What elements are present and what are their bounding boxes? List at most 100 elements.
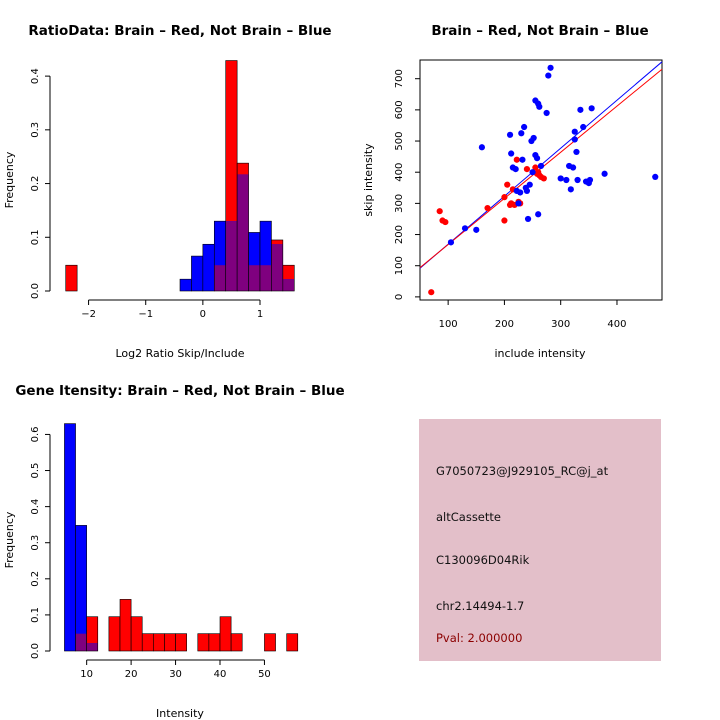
- ratio-hist-bar-brain: [282, 265, 295, 291]
- scatter-points: [428, 64, 659, 296]
- intensity-hist-bar-notbrain: [64, 423, 76, 651]
- scatter-y-tick-label: 0: [394, 294, 405, 300]
- scatter-point-notbrain: [461, 225, 469, 232]
- scatter-title: Brain – Red, Not Brain – Blue: [431, 23, 648, 39]
- scatter-point-notbrain: [519, 156, 526, 163]
- gene-info-panel: G7050723@J929105_RC@j_at altCassette C13…: [419, 419, 661, 661]
- event-type: altCassette: [436, 510, 501, 524]
- scatter-point-notbrain: [571, 128, 578, 135]
- intensity-hist-bar-overlap: [75, 633, 87, 651]
- intensity-hist-bar-brain: [208, 633, 220, 651]
- probe-id: G7050723@J929105_RC@j_at: [436, 464, 609, 478]
- intensity-hist-bar-brain: [153, 633, 165, 651]
- chromosome-location: chr2.14494-1.7: [436, 599, 525, 613]
- scatter-x-tick-label: 200: [495, 319, 514, 330]
- scatter-point-notbrain: [526, 181, 533, 188]
- intensity-hist-y-tick-label: 0.0: [30, 643, 41, 659]
- ratio-hist-y-tick-label: 0.2: [30, 176, 41, 192]
- scatter-point-brain: [504, 181, 511, 188]
- intensity-hist-bar-notbrain: [75, 525, 87, 651]
- ratio-hist-bar-overlap: [271, 244, 283, 291]
- intensity-hist-x-tick-label: 30: [169, 669, 182, 680]
- ratio-histogram-ylabel: Frequency: [3, 151, 16, 208]
- intensity-histogram-xlabel: Intensity: [156, 707, 204, 720]
- p-value: Pval: 2.000000: [436, 631, 523, 645]
- scatter-point-notbrain: [530, 134, 537, 142]
- ratio-hist-bar-notbrain: [191, 256, 203, 291]
- scatter-point-notbrain: [545, 72, 552, 79]
- intensity-histogram-title: Gene Itensity: Brain – Red, Not Brain – …: [15, 383, 344, 399]
- ratio-histogram-bars: [65, 60, 295, 292]
- ratio-histogram-panel: RatioData: Brain – Red, Not Brain – Blue…: [3, 23, 332, 360]
- scatter-point-notbrain: [515, 200, 522, 207]
- ratio-hist-x-tick-label: 0: [200, 309, 206, 320]
- scatter-point-notbrain: [577, 106, 584, 113]
- ratio-hist-x-tick-label: −2: [81, 309, 96, 320]
- intensity-histogram-bars: [64, 423, 299, 652]
- scatter-point-notbrain: [573, 148, 580, 156]
- ratio-hist-bar-overlap: [214, 265, 226, 291]
- scatter-point-notbrain: [536, 103, 543, 110]
- intensity-hist-bar-outline: [175, 633, 187, 652]
- intensity-hist-bar-brain: [197, 633, 209, 651]
- ratio-hist-bar-outline: [65, 264, 78, 292]
- ratio-histogram-xlabel: Log2 Ratio Skip/Include: [115, 347, 244, 360]
- ratio-hist-bar-overlap: [260, 265, 272, 291]
- intensity-hist-x-tick-label: 40: [214, 669, 227, 680]
- intensity-hist-x-tick-label: 10: [80, 669, 93, 680]
- scatter-point-brain: [501, 194, 508, 201]
- scatter-point-notbrain: [506, 131, 514, 138]
- scatter-point-notbrain: [574, 176, 581, 184]
- intensity-hist-bar-outline: [286, 633, 299, 652]
- ratio-hist-y-tick-label: 0.1: [30, 229, 41, 245]
- ratio-hist-x-tick-label: −1: [138, 309, 153, 320]
- ratio-hist-bar-outline: [282, 264, 295, 292]
- intensity-hist-y-tick-label: 0.3: [30, 535, 41, 551]
- ratio-hist-x-tick-label: 1: [257, 309, 263, 320]
- scatter-point-notbrain: [478, 144, 486, 151]
- ratio-hist-bar-notbrain: [260, 221, 272, 291]
- intensity-hist-bar-brain: [131, 616, 143, 651]
- ratio-hist-bar-notbrain: [214, 221, 226, 291]
- scatter-point-notbrain: [586, 176, 594, 184]
- scatter-point-notbrain: [521, 123, 528, 131]
- scatter-point-notbrain: [601, 170, 608, 177]
- intensity-hist-y-tick-label: 0.4: [30, 499, 41, 515]
- scatter-y-tick-label: 700: [394, 69, 405, 88]
- scatter-point-brain: [540, 175, 547, 182]
- scatter-axes: 100 200 300 400 0 100 200 300 400 500 600 700: [394, 69, 627, 330]
- scatter-point-notbrain: [571, 136, 578, 143]
- ratio-hist-y-tick-label: 0.3: [30, 122, 41, 138]
- intensity-hist-bar-brain: [175, 633, 187, 651]
- ratio-hist-bar-notbrain: [180, 279, 192, 291]
- scatter-ylabel: skip intensity: [362, 143, 375, 217]
- scatter-point-notbrain: [517, 189, 524, 196]
- scatter-point-notbrain: [523, 187, 531, 195]
- intensity-hist-bar-outline: [230, 633, 243, 652]
- scatter-point-notbrain: [547, 64, 554, 71]
- scatter-x-tick-label: 300: [551, 319, 570, 330]
- scatter-point-brain: [436, 208, 443, 215]
- intensity-hist-bar-brain: [142, 633, 154, 651]
- scatter-point-notbrain: [563, 176, 570, 184]
- scatter-point-notbrain: [473, 226, 480, 233]
- intensity-histogram-panel: Gene Itensity: Brain – Red, Not Brain – …: [3, 383, 345, 720]
- scatter-point-notbrain: [508, 150, 515, 157]
- scatter-point-brain: [484, 204, 491, 212]
- ratio-hist-bar-overlap: [248, 265, 260, 291]
- scatter-point-notbrain: [652, 173, 659, 180]
- scatter-y-tick-label: 600: [394, 100, 405, 119]
- ratio-hist-bar-overlap: [282, 279, 295, 291]
- ratio-hist-y-tick-label: 0.0: [30, 283, 41, 299]
- ratio-hist-bar-notbrain: [202, 244, 215, 291]
- scatter-point-notbrain: [529, 169, 536, 176]
- ratio-histogram-title: RatioData: Brain – Red, Not Brain – Blue: [28, 23, 331, 39]
- scatter-point-notbrain: [557, 175, 564, 182]
- scatter-y-tick-label: 200: [394, 225, 405, 244]
- scatter-y-tick-label: 300: [394, 194, 405, 213]
- gene-name: C130096D04Rik: [436, 553, 530, 567]
- ratio-hist-bar-notbrain: [248, 232, 260, 291]
- scatter-point-notbrain: [533, 155, 541, 162]
- intensity-hist-bar-brain: [108, 616, 120, 651]
